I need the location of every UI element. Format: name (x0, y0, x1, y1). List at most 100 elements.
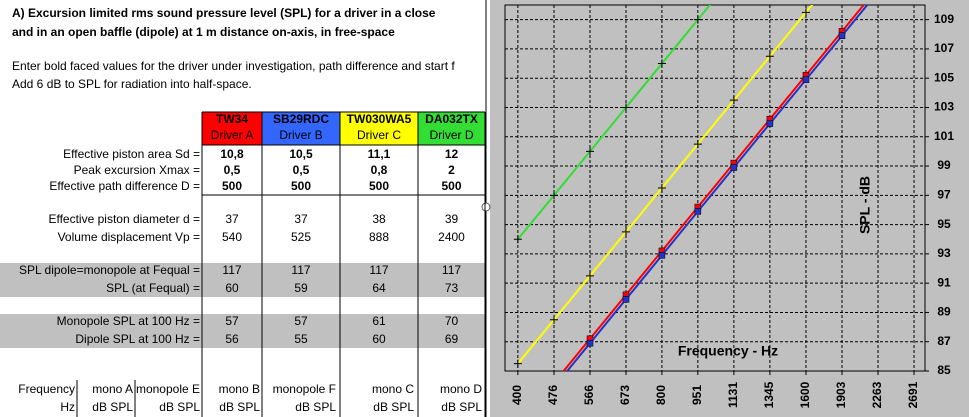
column-unit: dB SPL (92, 400, 133, 414)
row-label: Peak excursion Xmax = (74, 163, 200, 177)
cell: 64 (372, 281, 386, 295)
column-unit: dB SPL (441, 400, 482, 414)
y-axis-title: SPL - dB (857, 176, 873, 234)
y-tick-label: 109 (934, 12, 954, 26)
cell: 60 (372, 332, 386, 346)
marker (657, 59, 666, 68)
marker (622, 296, 630, 303)
y-tick-label: 85 (937, 363, 951, 377)
cell: 61 (372, 314, 386, 328)
series-group (513, 5, 869, 371)
marker (586, 147, 595, 156)
y-tick-label: 107 (934, 41, 954, 55)
column-unit: dB SPL (373, 400, 414, 414)
driver-header (202, 112, 262, 145)
column-head: mono D (440, 382, 482, 396)
series-line (562, 5, 865, 371)
driver-name: TW030WA5 (347, 112, 412, 126)
y-tick-label: 95 (937, 217, 951, 231)
note: Add 6 dB to SPL for radiation into half-… (12, 77, 252, 91)
marker (802, 76, 810, 83)
marker (550, 315, 559, 324)
marker (657, 184, 666, 192)
x-tick-label: 2691 (906, 381, 920, 408)
note: Enter bold faced values for the driver u… (12, 59, 455, 73)
cell: 500 (441, 179, 461, 193)
cell: 10,8 (220, 147, 244, 161)
column-head: mono B (219, 382, 260, 396)
gray-band (0, 263, 485, 297)
marker (693, 15, 702, 24)
driver-label: Driver C (357, 128, 401, 142)
column-head: monopole E (136, 382, 200, 396)
x-axis-title: Frequency - Hz (678, 343, 778, 359)
marker (658, 252, 666, 259)
cell: 12 (445, 147, 459, 161)
cell: 39 (445, 212, 459, 226)
driver-label: Driver A (211, 128, 254, 142)
cell: 117 (291, 263, 310, 277)
y-tick-label: 97 (937, 187, 951, 201)
x-tick-label: 476 (546, 385, 560, 405)
marker (694, 208, 702, 215)
x-tick-label: 951 (690, 385, 704, 405)
marker (550, 191, 559, 200)
series-line (517, 5, 814, 365)
marker (693, 140, 702, 149)
cell: 37 (294, 212, 308, 226)
marker (586, 339, 594, 347)
cell: 57 (225, 314, 239, 328)
marker (801, 8, 810, 17)
y-tick-label: 103 (934, 100, 954, 114)
x-tick-label: 1131 (726, 382, 740, 408)
x-tick-label: 1903 (834, 381, 848, 408)
cell: 500 (369, 179, 389, 193)
series-line (565, 5, 869, 371)
cell: 11,1 (368, 147, 391, 161)
marker (730, 164, 738, 171)
row-label: Effective piston diameter d = (48, 212, 200, 226)
title: A) Excursion limited rms sound pressure … (12, 6, 436, 20)
cell: 69 (445, 332, 459, 346)
column-head: mono A (92, 382, 133, 396)
row-label: Effective piston area Sd = (63, 147, 200, 161)
title: and in an open baffle (dipole) at 1 m di… (12, 25, 395, 39)
driver-name: TW34 (216, 112, 248, 126)
driver-name: DA032TX (425, 112, 478, 126)
marker (513, 359, 522, 368)
column-unit: dB SPL (219, 400, 260, 414)
y-tick-label: 101 (934, 129, 954, 143)
marker (621, 103, 630, 112)
cell: 0,5 (293, 163, 310, 177)
driver-header (262, 112, 340, 145)
cell: 0,8 (371, 163, 388, 177)
cell: 0,5 (224, 163, 241, 177)
resize-handle[interactable] (481, 202, 491, 212)
marker (586, 271, 595, 280)
cell: 540 (222, 230, 242, 244)
marker (838, 32, 846, 39)
row-label: Monopole SPL at 100 Hz = (57, 314, 200, 328)
row-label: Effective path difference D = (49, 179, 200, 193)
cell: 73 (445, 281, 459, 295)
cell: 10,5 (289, 147, 313, 161)
cell: 59 (294, 281, 308, 295)
x-tick-label: 1345 (762, 381, 776, 408)
column-head: mono C (372, 382, 414, 396)
cell: 37 (225, 212, 239, 226)
y-tick-label: 105 (934, 70, 954, 84)
column-head: monopole F (273, 382, 336, 396)
cell: 117 (222, 263, 241, 277)
driver-header (418, 112, 485, 145)
cell: 888 (369, 230, 389, 244)
y-tick-label: 89 (937, 305, 951, 319)
plot-area (504, 4, 926, 372)
cell: 56 (225, 332, 239, 346)
cell: 117 (442, 263, 461, 277)
cell: 38 (372, 212, 386, 226)
column-unit: dB SPL (159, 400, 200, 414)
marker (729, 96, 738, 105)
y-tick-label: 93 (937, 246, 951, 260)
marker (621, 227, 630, 236)
